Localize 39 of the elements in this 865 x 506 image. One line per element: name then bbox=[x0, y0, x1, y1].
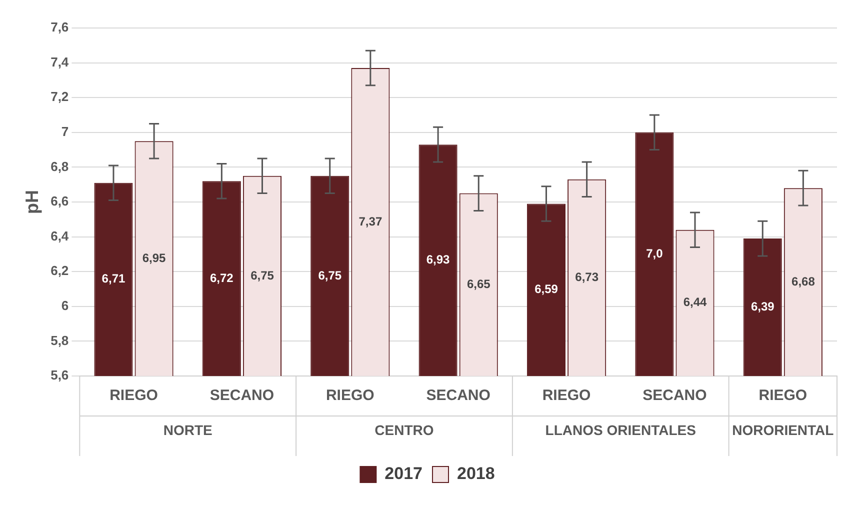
text: NORTE bbox=[163, 422, 212, 438]
legend-label: 2017 bbox=[384, 464, 423, 484]
x-tick-label: RIEGO bbox=[326, 387, 375, 404]
y-tick-label: 6,4 bbox=[50, 228, 70, 244]
y-tick-label: 5,6 bbox=[50, 368, 69, 383]
data-label: 6,39 bbox=[750, 300, 775, 314]
data-label: 7,0 bbox=[646, 246, 664, 261]
y-tick-label: 7,2 bbox=[50, 89, 69, 104]
y-tick-label: 7,4 bbox=[50, 54, 70, 70]
data-label: 6,44 bbox=[683, 295, 708, 310]
x-tick-label: RIEGO bbox=[110, 387, 158, 404]
data-label: 6,95 bbox=[142, 250, 166, 265]
x-tick-label: RIEGO bbox=[542, 387, 592, 404]
y-tick-label: 6,8 bbox=[50, 158, 69, 174]
x-tick-label: RIEGO bbox=[758, 387, 808, 404]
data-label: 7,37 bbox=[358, 214, 382, 228]
y-tick-label: 5,8 bbox=[50, 332, 69, 348]
x-tick-label: SECANO bbox=[210, 387, 274, 404]
data-label: 6,75 bbox=[250, 268, 274, 282]
data-label: 6,93 bbox=[426, 252, 450, 267]
data-label: 6,59 bbox=[534, 282, 558, 296]
text: NORORIENTAL bbox=[732, 422, 834, 438]
y-tick-label: 7,6 bbox=[50, 20, 69, 35]
data-label: 6,73 bbox=[575, 270, 599, 284]
x-tick-label: SECANO bbox=[642, 387, 708, 404]
y-tick-label: 6,2 bbox=[50, 263, 69, 278]
data-label: 6,75 bbox=[318, 268, 342, 282]
data-label: 6,68 bbox=[792, 274, 816, 288]
text: LLANOS ORIENTALES bbox=[545, 422, 696, 438]
y-tick-label: 6,6 bbox=[50, 194, 69, 209]
data-label: 6,72 bbox=[210, 270, 234, 285]
y-tick-label: 6 bbox=[61, 298, 69, 313]
legend-label: 2018 bbox=[457, 464, 495, 484]
y-axis-title: pH bbox=[22, 190, 42, 214]
data-label: 6,71 bbox=[102, 272, 126, 286]
text: CENTRO bbox=[374, 422, 434, 438]
y-tick-label: 7 bbox=[61, 124, 69, 139]
x-tick-label: SECANO bbox=[426, 387, 491, 404]
data-label: 6,65 bbox=[466, 276, 491, 291]
